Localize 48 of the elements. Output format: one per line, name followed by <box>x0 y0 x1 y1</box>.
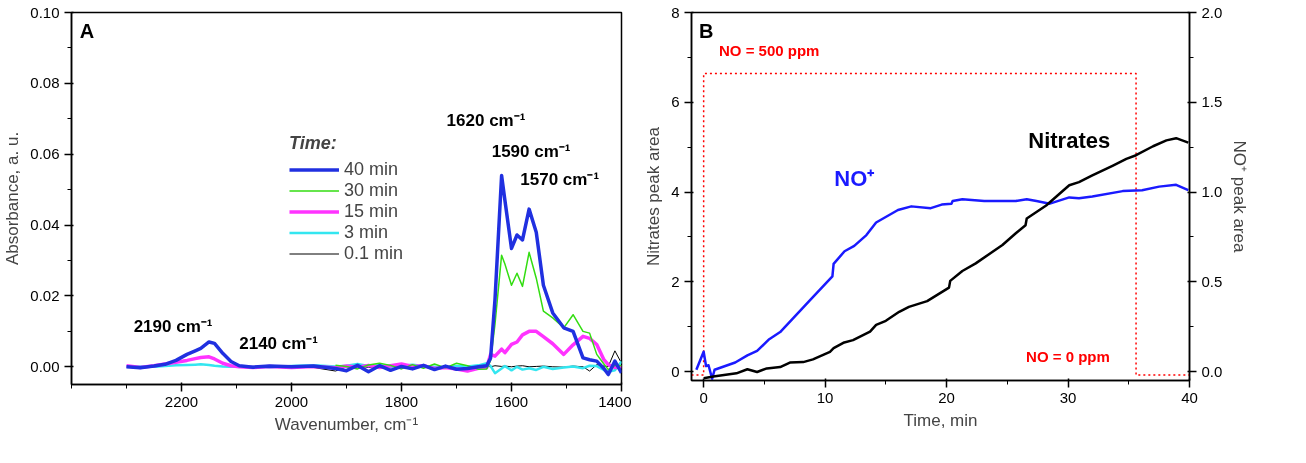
y2-tick-label: 0.0 <box>1201 362 1223 380</box>
annotation: 1570 cm⁻¹ <box>520 170 600 190</box>
y2-axis-title: NO⁺ peak area <box>1230 140 1250 253</box>
legend-label: 40 min <box>343 158 399 180</box>
x-tick-label: 2200 <box>164 392 199 410</box>
annotation: 1620 cm⁻¹ <box>446 110 526 130</box>
annotation: B <box>698 19 714 42</box>
x-tick-label: 20 <box>938 388 955 406</box>
legend-label: 30 min <box>343 179 399 201</box>
annotation: A <box>79 19 95 42</box>
y-tick-label: 0 <box>671 362 680 380</box>
legend-label: 0.1 min <box>343 242 404 264</box>
x-tick-label: 1800 <box>384 392 419 410</box>
series-label: NO⁺ <box>834 166 876 192</box>
y-tick-label: 0.02 <box>30 286 60 304</box>
y-tick-label: 0.08 <box>30 74 60 92</box>
y2-tick-label: 2.0 <box>1201 3 1223 21</box>
x-tick-label: 0 <box>699 388 708 406</box>
y2-tick-label: 0.5 <box>1201 272 1223 290</box>
y2-tick-label: 1.0 <box>1201 183 1223 201</box>
y-tick-label: 4 <box>671 183 680 201</box>
annotation: NO = 500 ppm <box>718 42 820 60</box>
y-tick-label: 8 <box>671 3 680 21</box>
y2-tick-label: 1.5 <box>1201 93 1223 111</box>
y-tick-label: 0.10 <box>30 3 60 21</box>
y-tick-label: 6 <box>671 93 680 111</box>
annotation: NO = 0 ppm <box>1026 348 1110 366</box>
x-axis-title: Wavenumber, cm⁻¹ <box>274 414 419 434</box>
y-tick-label: 0.00 <box>30 357 60 375</box>
y-tick-label: 0.06 <box>30 145 60 163</box>
x-tick-label: 1600 <box>494 392 529 410</box>
x-tick-label: 1400 <box>598 392 632 410</box>
y-tick-label: 2 <box>671 272 680 290</box>
legend-label: 3 min <box>343 221 388 243</box>
annotation: 1590 cm⁻¹ <box>491 142 571 162</box>
legend-title: Time: <box>288 132 338 154</box>
y-axis-title: Nitrates peak area <box>644 126 664 266</box>
y-tick-label: 0.04 <box>30 216 60 234</box>
x-tick-label: 2000 <box>274 392 309 410</box>
annotation: 2190 cm⁻¹ <box>133 316 213 336</box>
legend-label: 15 min <box>343 200 399 222</box>
annotation: 2140 cm⁻¹ <box>239 333 319 353</box>
x-tick-label: 30 <box>1059 388 1077 406</box>
x-axis-title: Time, min <box>903 410 978 430</box>
x-tick-label: 10 <box>816 388 834 406</box>
x-tick-label: 40 <box>1181 388 1198 406</box>
series-label: Nitrates <box>1028 127 1111 153</box>
y-axis-title: Absorbance, a. u. <box>3 131 23 266</box>
